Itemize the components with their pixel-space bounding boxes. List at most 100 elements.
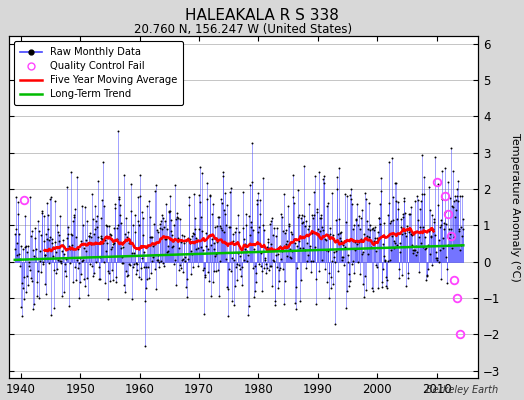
Point: [309, 258, 317, 264]
Point: [390, 238, 399, 244]
Point: [446, 195, 455, 201]
Point: [10, 230, 19, 237]
Point: [38, 261, 47, 268]
Point: [95, 276, 104, 282]
Point: [230, 302, 238, 308]
Legend: Raw Monthly Data, Quality Control Fail, Five Year Moving Average, Long-Term Tren: Raw Monthly Data, Quality Control Fail, …: [14, 41, 183, 105]
Point: [196, 164, 204, 170]
Point: [180, 233, 189, 239]
Point: [177, 265, 185, 272]
Point: [268, 283, 277, 289]
Point: [436, 216, 445, 223]
Point: [387, 218, 395, 224]
Point: [162, 200, 171, 207]
Point: [377, 188, 385, 194]
Point: [126, 240, 134, 246]
Point: [161, 236, 170, 242]
Point: [193, 263, 202, 269]
Point: [284, 202, 292, 209]
Point: [171, 257, 180, 263]
Point: [69, 218, 78, 224]
Point: [439, 244, 447, 251]
Point: [195, 192, 203, 198]
Point: [273, 264, 281, 270]
Point: [234, 212, 243, 218]
Point: [410, 247, 419, 253]
Point: [100, 203, 108, 209]
Point: [438, 196, 446, 202]
Point: [269, 256, 278, 263]
Point: [138, 255, 146, 262]
Point: [264, 236, 272, 242]
Point: [160, 263, 168, 269]
Point: [259, 175, 267, 182]
Point: [424, 242, 432, 248]
Point: [388, 233, 396, 240]
Point: [170, 222, 178, 228]
Point: [64, 243, 73, 250]
Point: [136, 276, 145, 282]
Point: [219, 173, 227, 179]
Point: [157, 258, 165, 265]
Point: [100, 259, 108, 266]
Point: [247, 224, 255, 230]
Point: [397, 224, 406, 230]
Point: [441, 209, 449, 215]
Point: [168, 244, 176, 250]
Point: [302, 218, 310, 224]
Point: [348, 261, 356, 267]
Point: [141, 298, 149, 304]
Point: [167, 228, 175, 234]
Point: [324, 232, 332, 238]
Point: [72, 174, 81, 181]
Point: [286, 246, 294, 252]
Point: [359, 294, 368, 300]
Point: [78, 257, 86, 264]
Point: [274, 285, 282, 291]
Point: [60, 251, 68, 257]
Point: [285, 222, 293, 229]
Point: [265, 262, 274, 269]
Point: [56, 258, 64, 264]
Point: [409, 247, 417, 253]
Point: [359, 281, 367, 288]
Point: [245, 303, 253, 310]
Point: [445, 234, 453, 241]
Point: [30, 253, 38, 260]
Point: [402, 226, 411, 233]
Point: [283, 238, 291, 245]
Point: [221, 190, 230, 196]
Point: [148, 258, 156, 264]
Point: [181, 254, 189, 260]
Point: [35, 228, 43, 234]
Point: [241, 241, 249, 248]
Point: [347, 200, 356, 207]
Point: [255, 197, 264, 203]
Point: [314, 268, 323, 274]
Point: [270, 225, 278, 231]
Point: [173, 214, 182, 221]
Point: [227, 268, 236, 274]
Text: Berkeley Earth: Berkeley Earth: [425, 385, 498, 395]
Point: [246, 219, 255, 225]
Point: [44, 212, 52, 218]
Point: [258, 288, 266, 294]
Point: [423, 266, 432, 272]
Point: [379, 220, 388, 226]
Point: [307, 269, 315, 275]
Point: [452, 207, 461, 214]
Point: [454, 198, 463, 204]
Point: [303, 240, 311, 246]
Point: [125, 261, 133, 268]
Point: [93, 213, 101, 220]
Point: [330, 254, 338, 261]
Point: [131, 212, 139, 218]
Point: [43, 236, 52, 242]
Point: [395, 274, 403, 281]
Point: [386, 220, 394, 226]
Point: [442, 253, 451, 260]
Point: [43, 200, 51, 206]
Point: [139, 215, 147, 222]
Point: [445, 226, 454, 232]
Point: [35, 295, 43, 301]
